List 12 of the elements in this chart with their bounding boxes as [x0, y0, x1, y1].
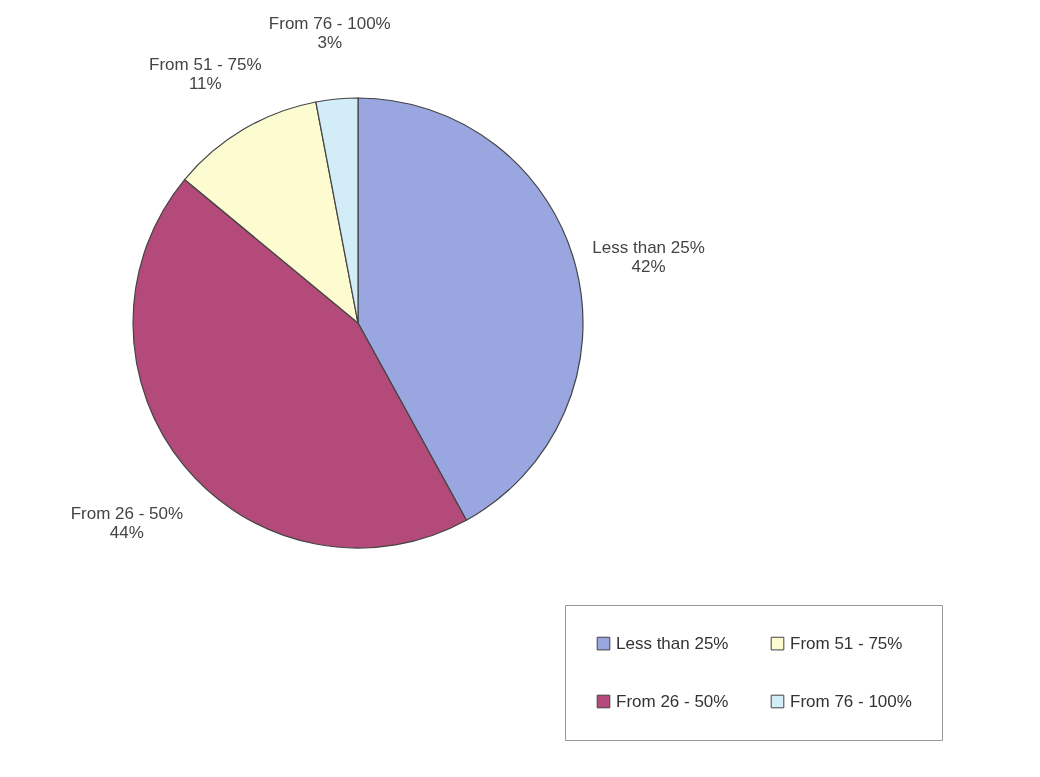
data-label: 44%	[109, 523, 144, 543]
slice-label: From 26 - 50%	[70, 504, 184, 524]
data-label: 42%	[631, 257, 666, 277]
legend-label: From 26 - 50%	[616, 691, 729, 711]
legend-label: From 51 - 75%	[790, 633, 903, 653]
slice-label: Less than 25%	[592, 238, 705, 258]
slice-label: From 51 - 75%	[149, 54, 262, 74]
slice-label: From 76 - 100%	[268, 14, 391, 34]
legend-label: From 76 - 100%	[790, 691, 912, 711]
data-label: 11%	[188, 73, 222, 93]
data-label: 3%	[317, 33, 343, 53]
legend-label: Less than 25%	[616, 633, 729, 653]
